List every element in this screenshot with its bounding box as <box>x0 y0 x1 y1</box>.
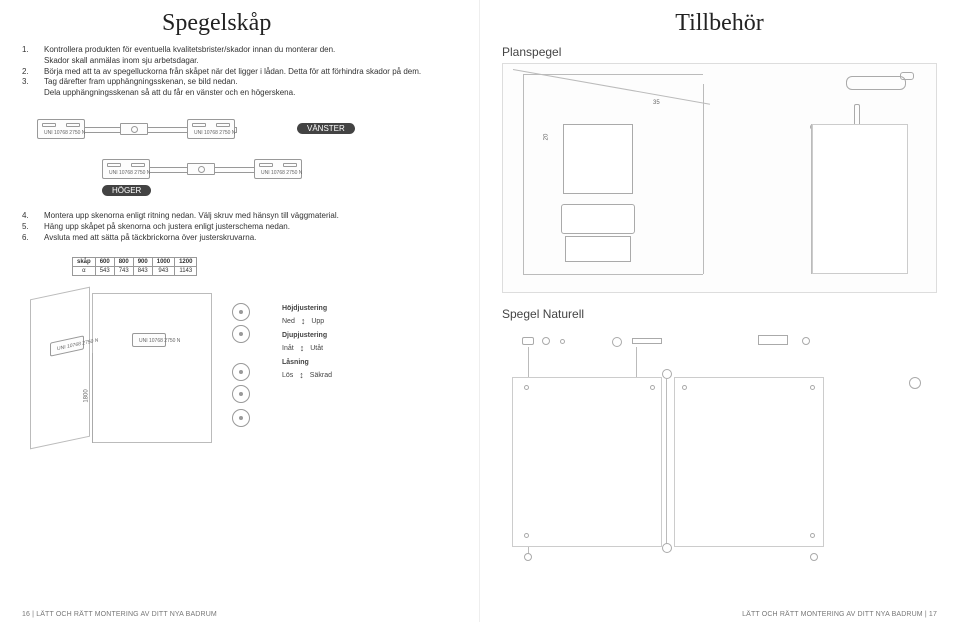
page-right: Tillbehör Planspegel 35 20 <box>479 0 959 622</box>
adj-left: Inåt <box>282 345 294 352</box>
dim-head: 800 <box>114 258 133 267</box>
screwdriver-icon <box>502 329 507 371</box>
instr-num: 4. <box>22 211 34 222</box>
dim-head: 1000 <box>152 258 174 267</box>
adj-title: Låsning <box>282 359 309 366</box>
dimension-table: skåp 600 800 900 1000 1200 α 543 743 843… <box>72 257 197 276</box>
height-label: 1800 <box>84 390 90 403</box>
dim-cell: α <box>73 267 96 276</box>
adjustment-key: Höjdjustering Ned Upp Djupjustering Inåt U… <box>282 305 332 384</box>
dim-cell: 543 <box>95 267 114 276</box>
instr-text: Tag därefter fram upphängningsskenan, se… <box>44 77 457 88</box>
footer-left: 16 | LÄTT OCH RÄTT MONTERING AV DITT NYA… <box>22 611 217 618</box>
bracket-label: UNI 10768 2750 N <box>261 171 302 176</box>
planspegel-illustration: 35 20 <box>502 63 937 293</box>
dim-cell: 843 <box>133 267 152 276</box>
arrow-vert-icon <box>301 316 306 326</box>
dim-head: skåp <box>73 258 96 267</box>
instr-text: Montera upp skenorna enligt ritning neda… <box>44 211 457 222</box>
instr-num: 2. <box>22 67 34 78</box>
page-title: Spegelskåp <box>162 10 457 37</box>
dim-a: 35 <box>653 100 660 106</box>
instructions-mid: 4. Montera upp skenorna enligt ritning ne… <box>22 211 457 243</box>
instr-text: Kontrollera produkten för eventuella kva… <box>44 45 457 56</box>
instr-text: Skador skall anmälas inom sju arbetsdaga… <box>44 56 457 67</box>
dim-b: 20 <box>543 134 549 141</box>
dim-head: 900 <box>133 258 152 267</box>
planspegel-title: Planspegel <box>502 45 937 59</box>
adj-left: Ned <box>282 318 295 325</box>
adj-right: Säkrad <box>310 372 332 379</box>
drill-icon <box>846 76 906 90</box>
dim-cell: 943 <box>152 267 174 276</box>
label-hoger: HÖGER <box>102 185 151 196</box>
naturell-illustration <box>502 329 937 564</box>
footer-page: 17 <box>929 611 937 618</box>
bracket-label: UNI 10768 2750 N <box>109 171 150 176</box>
footer-right: LÄTT OCH RÄTT MONTERING AV DITT NYA BADR… <box>742 611 937 618</box>
arrow-vert-icon <box>299 370 304 380</box>
adj-left: Lös <box>282 372 293 379</box>
dim-cell: 743 <box>114 267 133 276</box>
instr-num: 3. <box>22 77 34 88</box>
label-vanster: VÄNSTER <box>297 123 355 134</box>
instructions-top: 1. Kontrollera produkten för eventuella k… <box>22 45 457 99</box>
footer-text: LÄTT OCH RÄTT MONTERING AV DITT NYA BADR… <box>742 611 923 618</box>
bracket-label: UNI 10768 2750 N <box>44 131 85 136</box>
instr-text: Häng upp skåpet på skenorna och justera … <box>44 222 457 233</box>
instr-num <box>22 56 34 67</box>
bracket-label: UNI 10768 2750 N <box>139 339 180 344</box>
page-left: Spegelskåp 1. Kontrollera produkten för e… <box>0 0 479 622</box>
adj-title: Djupjustering <box>282 332 327 339</box>
instr-text: Börja med att ta av spegelluckorna från … <box>44 67 457 78</box>
dim-head: 1200 <box>175 258 197 267</box>
bracket-diagram: UNI 10768 2750 N UNI 10768 2750 N VÄNSTE… <box>22 105 457 205</box>
instr-text: Avsluta med att sätta på täckbrickorna ö… <box>44 233 457 244</box>
footer-text: LÄTT OCH RÄTT MONTERING AV DITT NYA BADR… <box>36 611 217 618</box>
instr-num: 5. <box>22 222 34 233</box>
arrow-vert-icon <box>300 343 305 353</box>
plug-icon <box>900 72 914 80</box>
instr-num: 6. <box>22 233 34 244</box>
instr-num <box>22 88 34 99</box>
assembly-diagram: skåp 600 800 900 1000 1200 α 543 743 843… <box>22 253 457 483</box>
adj-right: Upp <box>311 318 324 325</box>
bracket-label: UNI 10768 2750 N <box>194 131 235 136</box>
instr-text: Dela upphängningsskenan så att du får en… <box>44 88 457 99</box>
naturell-title: Spegel Naturell <box>502 307 937 321</box>
instr-num: 1. <box>22 45 34 56</box>
dim-head: 600 <box>95 258 114 267</box>
adj-title: Höjdjustering <box>282 305 327 312</box>
adj-right: Utåt <box>310 345 323 352</box>
footer-page: 16 <box>22 611 30 618</box>
page-title: Tillbehör <box>502 10 937 37</box>
dim-cell: 1143 <box>175 267 197 276</box>
